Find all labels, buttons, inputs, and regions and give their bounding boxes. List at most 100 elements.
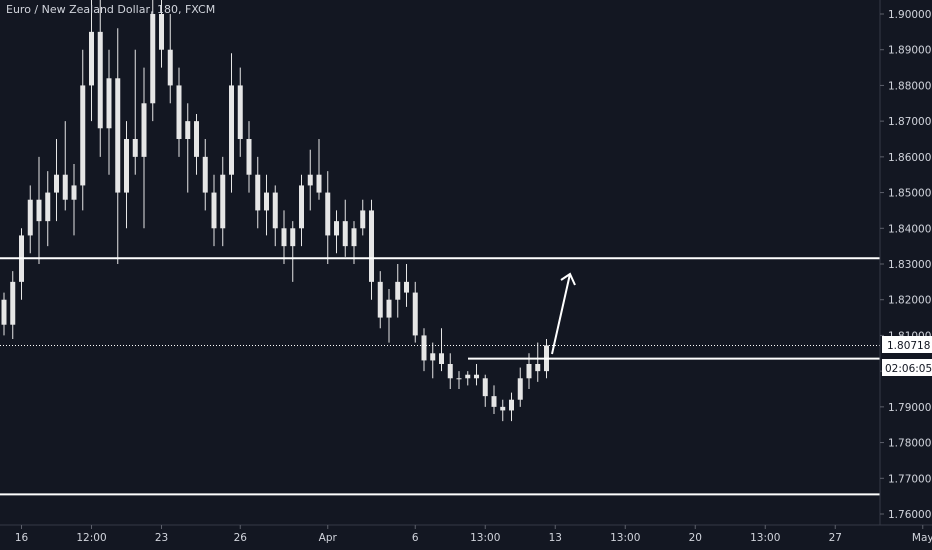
candle <box>71 164 77 236</box>
candle <box>106 49 112 175</box>
candle <box>220 156 226 247</box>
candle <box>27 185 33 254</box>
candle <box>474 364 479 386</box>
candle <box>10 271 16 339</box>
candle-body <box>202 156 208 193</box>
candle-body <box>482 378 488 397</box>
candle <box>176 67 182 157</box>
candle <box>89 0 94 122</box>
candles-layer <box>1 0 549 422</box>
candle-body <box>80 85 86 186</box>
candle-body <box>386 299 392 318</box>
price-tags: 1.80718 02:06:05 <box>882 336 932 376</box>
candle-body <box>316 174 322 193</box>
candle-body <box>474 374 479 379</box>
x-tick-label: 13:00 <box>610 532 640 544</box>
candle <box>54 139 59 222</box>
y-tick-label: 1.77000 <box>888 473 931 485</box>
candle-body <box>272 192 278 229</box>
candle <box>517 367 523 407</box>
candle <box>430 342 436 379</box>
x-tick-label: Apr <box>319 532 338 544</box>
candle <box>1 292 7 336</box>
candle-body <box>351 228 357 247</box>
candle <box>141 67 147 229</box>
candle-body <box>211 192 217 229</box>
candle-body <box>369 210 374 282</box>
candle <box>325 171 331 264</box>
candle <box>456 371 462 389</box>
candle-body <box>1 299 7 325</box>
candle-body <box>115 78 121 193</box>
candle-body <box>36 199 42 222</box>
candle-body <box>132 139 138 157</box>
candle <box>342 199 348 257</box>
candle-body <box>334 221 339 236</box>
x-tick-label: 13 <box>549 532 562 544</box>
candle-body <box>535 364 541 372</box>
arrow-up-icon[interactable] <box>551 273 571 355</box>
candle-body <box>404 281 409 293</box>
candle <box>132 49 138 175</box>
candle <box>412 281 418 343</box>
candle <box>395 264 401 318</box>
candle-body <box>97 31 103 129</box>
countdown-tag <box>882 359 932 376</box>
candle-body <box>264 192 269 211</box>
candle <box>421 328 427 372</box>
current-price-tag <box>882 336 932 353</box>
candle <box>377 271 383 329</box>
horizontal-levels-layer <box>0 257 880 496</box>
candle-body <box>194 121 199 157</box>
x-tick-label: 26 <box>234 532 248 544</box>
candle <box>150 0 156 122</box>
y-tick-label: 1.83000 <box>888 259 931 271</box>
candle <box>202 139 208 211</box>
candle-body <box>421 335 427 361</box>
candle-body <box>281 228 287 247</box>
candle-body <box>377 281 383 318</box>
candle <box>290 221 296 282</box>
candle-body <box>229 85 234 175</box>
y-tick-label: 1.88000 <box>888 80 931 92</box>
y-tick-label: 1.90000 <box>888 9 931 21</box>
price-axis[interactable]: 1.90000 1.89000 1.88000 1.87000 1.86000 1.850… <box>879 0 931 525</box>
candle <box>535 342 541 382</box>
candle <box>439 328 444 372</box>
candle <box>299 174 304 247</box>
candle-body <box>185 121 191 139</box>
candle-body <box>439 353 444 364</box>
candle-body <box>27 199 33 236</box>
candle <box>281 210 287 264</box>
candle-body <box>255 174 261 211</box>
y-tick-label: 1.76000 <box>888 509 931 521</box>
candle <box>404 264 409 307</box>
x-tick-label: May <box>912 532 932 544</box>
x-tick-label: 20 <box>689 532 702 544</box>
candle-body <box>150 14 156 104</box>
candle-body <box>176 85 182 139</box>
candle <box>255 156 261 229</box>
y-tick-label: 1.89000 <box>888 45 931 57</box>
y-tick-label: 1.84000 <box>888 223 931 235</box>
candle-body <box>159 14 164 50</box>
candle-body <box>237 85 243 139</box>
candle-body <box>395 281 401 300</box>
y-tick-label: 1.78000 <box>888 438 931 450</box>
candle <box>369 199 374 300</box>
candle-body <box>430 353 436 361</box>
time-axis[interactable]: 16 12:00 23 26 Apr 6 13:00 13 13:00 20 13:00 27 May <box>0 524 932 544</box>
candle <box>36 156 42 264</box>
candle <box>334 210 339 254</box>
candle-body <box>465 374 471 379</box>
candle-body <box>456 378 462 380</box>
countdown-label: 02:06:05 <box>885 363 932 375</box>
candle <box>316 139 322 200</box>
arrow-head <box>560 272 576 286</box>
candle <box>482 374 488 407</box>
candle <box>447 353 453 389</box>
candle <box>185 103 191 193</box>
candle-body <box>124 139 129 193</box>
candle <box>272 185 278 247</box>
